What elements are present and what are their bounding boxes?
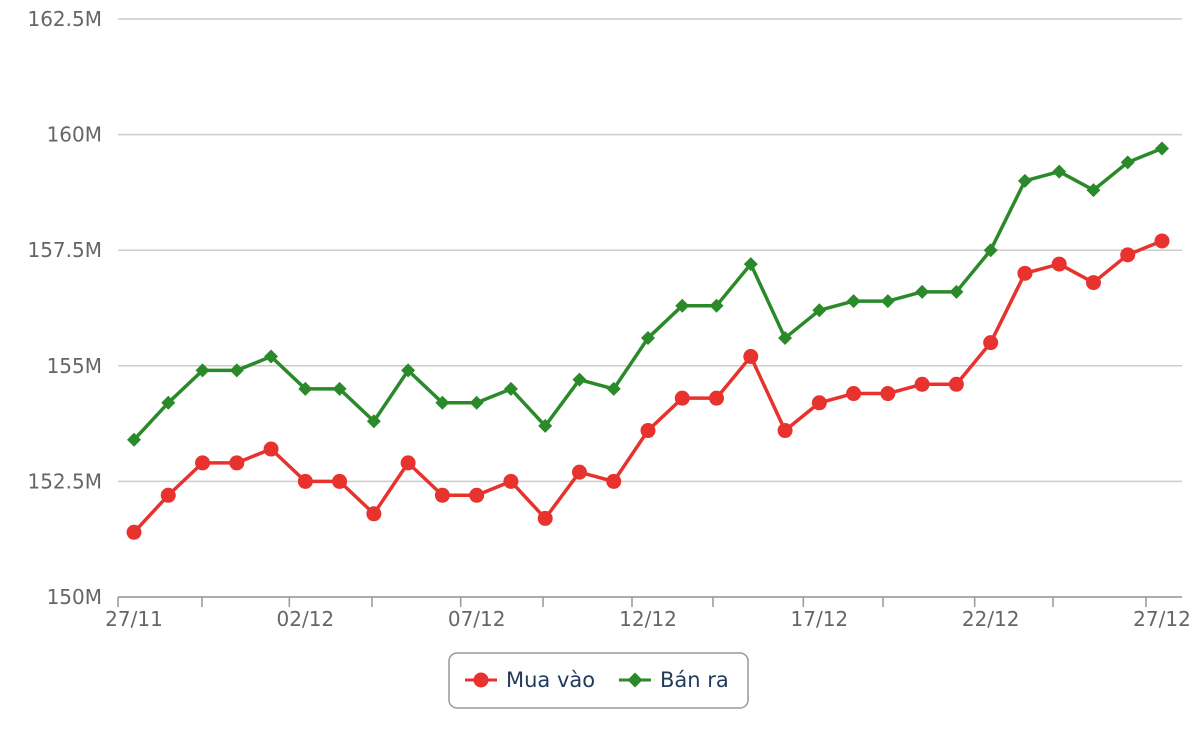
data-point[interactable] [401, 363, 416, 378]
y-tick-label: 152.5M [27, 469, 102, 493]
data-point[interactable] [127, 432, 141, 447]
x-tick-label: 02/12 [277, 607, 335, 631]
data-point[interactable] [297, 473, 313, 489]
data-point[interactable] [778, 331, 793, 346]
x-tick-label: 17/12 [791, 607, 849, 631]
legend-label-mua-vao: Mua vào [506, 668, 595, 692]
data-point[interactable] [1155, 141, 1169, 156]
legend-item-mua-vao[interactable]: Mua vào [465, 668, 595, 692]
data-point[interactable] [915, 284, 930, 299]
data-point[interactable] [914, 376, 930, 392]
data-point[interactable] [195, 455, 211, 471]
data-point[interactable] [229, 455, 245, 471]
y-tick-label: 157.5M [27, 238, 102, 262]
legend-box [448, 652, 749, 709]
data-point[interactable] [332, 473, 348, 489]
data-point[interactable] [503, 381, 518, 396]
x-axis: 27/11 02/12 07/12 12/12 17/12 22/12 27/12 [105, 596, 1191, 631]
data-point[interactable] [1017, 173, 1032, 188]
series-line [132, 146, 1163, 441]
data-point[interactable] [674, 390, 690, 406]
data-point[interactable] [1085, 275, 1101, 291]
legend-marker-ban-ra [627, 672, 643, 688]
data-point[interactable] [1154, 233, 1170, 249]
data-point[interactable] [537, 510, 553, 526]
data-point[interactable] [229, 363, 244, 378]
series-ban-ra [127, 141, 1169, 447]
data-point[interactable] [434, 487, 450, 503]
data-point[interactable] [948, 376, 964, 392]
data-point[interactable] [606, 473, 622, 489]
data-point[interactable] [983, 335, 999, 351]
data-point[interactable] [400, 455, 416, 471]
y-tick-label: 162.5M [27, 7, 102, 31]
data-point[interactable] [880, 386, 896, 402]
data-point[interactable] [503, 473, 519, 489]
data-point[interactable] [709, 298, 724, 313]
data-point[interactable] [641, 331, 655, 346]
data-point[interactable] [161, 395, 176, 410]
data-point[interactable] [572, 372, 587, 387]
data-point[interactable] [812, 303, 827, 318]
data-point[interactable] [1052, 164, 1067, 179]
data-point[interactable] [777, 423, 793, 439]
data-point[interactable] [263, 441, 279, 457]
grid-lines [118, 18, 1182, 598]
data-point[interactable] [366, 414, 381, 429]
x-tick-label: 12/12 [619, 607, 677, 631]
data-point[interactable] [880, 294, 895, 309]
data-point[interactable] [709, 390, 725, 406]
data-point[interactable] [640, 423, 656, 439]
x-tick-label: 07/12 [448, 607, 506, 631]
data-point[interactable] [675, 298, 690, 313]
x-tick-label: 27/11 [105, 607, 163, 631]
data-point[interactable] [469, 487, 485, 503]
data-point[interactable] [571, 464, 587, 480]
data-point[interactable] [1120, 247, 1136, 263]
series-line [132, 239, 1163, 534]
x-tick-label: 27/12 [1133, 607, 1191, 631]
data-point[interactable] [846, 386, 862, 402]
y-tick-label: 160M [47, 123, 102, 147]
y-axis: 150M 152.5M 155M 157.5M 160M 162.5M [27, 7, 102, 609]
data-point[interactable] [983, 243, 998, 258]
data-point[interactable] [538, 418, 553, 433]
data-point[interactable] [1051, 256, 1067, 272]
data-point[interactable] [846, 294, 861, 309]
data-point[interactable] [606, 381, 621, 396]
series-mua-vao [126, 233, 1170, 540]
data-point[interactable] [126, 524, 142, 540]
data-point[interactable] [1086, 183, 1101, 198]
legend-item-ban-ra[interactable]: Bán ra [619, 668, 729, 692]
data-point[interactable] [332, 381, 347, 396]
legend-label-ban-ra: Bán ra [660, 668, 729, 692]
data-point[interactable] [469, 395, 484, 410]
data-point[interactable] [1120, 155, 1135, 170]
legend[interactable]: Mua vào Bán ra [448, 652, 749, 709]
data-point[interactable] [298, 381, 313, 396]
data-point[interactable] [160, 487, 176, 503]
data-point[interactable] [264, 349, 279, 364]
x-tick-label: 22/12 [962, 607, 1020, 631]
data-point[interactable] [1017, 265, 1033, 281]
data-point[interactable] [949, 284, 964, 299]
y-tick-label: 150M [47, 585, 102, 609]
data-point[interactable] [435, 395, 450, 410]
data-point[interactable] [743, 349, 759, 365]
y-tick-label: 155M [47, 354, 102, 378]
data-point[interactable] [743, 257, 758, 272]
series-group [126, 141, 1170, 540]
data-point[interactable] [195, 363, 210, 378]
data-point[interactable] [811, 395, 827, 411]
legend-marker-mua-vao [473, 672, 489, 688]
data-point[interactable] [366, 506, 382, 522]
